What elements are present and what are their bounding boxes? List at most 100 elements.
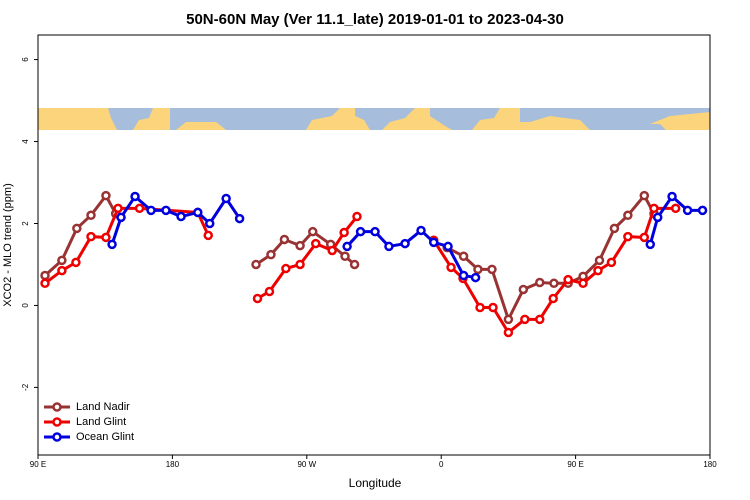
data-point xyxy=(251,259,261,270)
y-tick-label: 4 xyxy=(21,139,30,144)
data-point xyxy=(130,191,140,202)
x-tick-label: 90 E xyxy=(567,460,583,469)
data-point xyxy=(40,270,50,281)
legend-marker xyxy=(52,417,62,427)
data-point xyxy=(40,278,50,289)
data-point xyxy=(252,293,263,304)
data-point xyxy=(645,239,656,250)
data-point xyxy=(535,314,545,325)
data-point xyxy=(57,255,67,266)
legend-label: Land Nadir xyxy=(76,401,130,413)
data-point xyxy=(308,226,318,237)
legend-marker xyxy=(52,402,62,412)
data-point xyxy=(370,226,380,237)
data-point xyxy=(578,278,588,289)
data-point xyxy=(535,277,545,288)
data-point xyxy=(266,249,276,260)
x-tick-label: 90 W xyxy=(297,460,316,469)
data-point xyxy=(355,226,366,237)
data-point xyxy=(446,262,456,273)
data-point xyxy=(107,239,117,250)
data-point xyxy=(667,191,677,202)
data-point xyxy=(670,203,681,214)
data-point xyxy=(428,237,439,248)
data-point xyxy=(548,293,558,304)
data-point xyxy=(101,190,111,201)
data-point xyxy=(473,264,483,275)
data-point xyxy=(416,225,426,236)
data-point xyxy=(520,314,530,325)
data-point xyxy=(116,212,126,223)
data-point xyxy=(488,302,498,313)
data-point xyxy=(639,232,650,243)
data-point xyxy=(295,259,305,270)
data-point xyxy=(281,263,291,274)
data-point xyxy=(71,257,81,268)
data-point xyxy=(203,230,213,241)
data-point xyxy=(470,272,481,283)
data-point xyxy=(352,211,362,222)
data-point xyxy=(682,205,693,216)
y-tick-label: 6 xyxy=(21,57,30,62)
data-point xyxy=(487,264,497,275)
data-point xyxy=(327,245,337,256)
data-point xyxy=(458,270,469,281)
data-point xyxy=(101,232,111,243)
data-point xyxy=(594,255,605,266)
data-point xyxy=(639,190,650,201)
x-tick-label: 90 E xyxy=(30,460,46,469)
y-tick-label: 2 xyxy=(21,221,30,226)
data-point xyxy=(593,265,603,276)
data-point xyxy=(113,203,123,214)
data-point xyxy=(503,314,514,325)
data-point xyxy=(400,238,410,249)
data-point xyxy=(518,284,529,295)
y-axis-label: XCO2 - MLO trend (ppm) xyxy=(2,183,14,306)
data-point xyxy=(311,238,321,249)
chart-title: 50N-60N May (Ver 11.1_late) 2019-01-01 t… xyxy=(186,11,564,28)
data-point xyxy=(134,203,145,214)
data-point xyxy=(86,210,96,221)
data-point xyxy=(72,223,82,234)
x-tick-label: 0 xyxy=(439,460,444,469)
data-point xyxy=(652,212,663,223)
data-point xyxy=(295,240,305,251)
data-point xyxy=(204,218,215,229)
data-point xyxy=(549,278,559,289)
data-point xyxy=(443,241,453,252)
x-tick-label: 180 xyxy=(166,460,180,469)
data-point xyxy=(161,205,171,216)
data-point xyxy=(221,193,231,204)
y-tick-label: 0 xyxy=(21,303,30,308)
y-tick-label: -2 xyxy=(21,383,30,391)
data-point xyxy=(193,207,203,218)
data-point xyxy=(349,259,360,270)
legend-label: Land Glint xyxy=(76,416,126,428)
data-point xyxy=(339,227,349,238)
data-point xyxy=(458,251,469,262)
data-point xyxy=(146,205,156,216)
data-point xyxy=(279,234,290,245)
x-axis-label: Longitude xyxy=(349,476,402,490)
data-point xyxy=(609,223,620,234)
data-point xyxy=(234,213,245,224)
data-point xyxy=(623,210,633,221)
legend-marker xyxy=(52,432,62,442)
data-point xyxy=(86,231,96,242)
data-point xyxy=(697,205,708,216)
data-point xyxy=(475,302,485,313)
map-strip xyxy=(38,108,710,130)
data-point xyxy=(264,286,275,297)
legend-label: Ocean Glint xyxy=(76,431,134,443)
x-tick-label: 180 xyxy=(703,460,717,469)
data-point xyxy=(606,257,617,268)
plot-frame xyxy=(37,34,711,456)
data-point xyxy=(342,241,352,252)
data-point xyxy=(176,211,186,222)
data-point xyxy=(340,251,350,262)
data-point xyxy=(503,327,514,338)
data-point xyxy=(623,231,633,242)
data-point xyxy=(649,203,659,214)
data-point xyxy=(57,265,67,276)
